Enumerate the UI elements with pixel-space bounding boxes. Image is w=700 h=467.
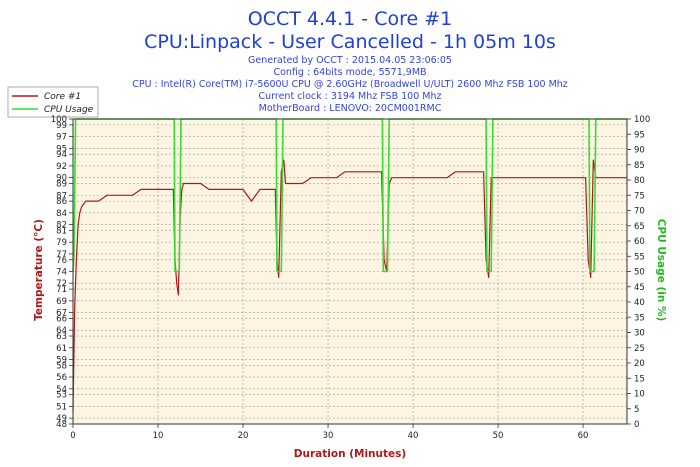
x-axis-label: Duration (Minutes) <box>294 448 406 460</box>
info-cpu: CPU : Intel(R) Core(TM) i7-5600U CPU @ 2… <box>132 79 568 90</box>
x-tick-label: 60 <box>578 431 589 441</box>
y2-axis-label: CPU Usage (in %) <box>655 219 667 322</box>
y-tick-label: 81 <box>56 226 67 236</box>
y2-tick-label: 10 <box>634 390 645 400</box>
y-tick-label: 90 <box>56 174 67 184</box>
grid <box>72 118 627 425</box>
x-tick-label: 30 <box>323 431 334 441</box>
plot-frame <box>72 118 628 425</box>
y-tick-label: 66 <box>56 314 67 324</box>
y2-tick-label: 85 <box>634 161 645 171</box>
y-tick-label: 72 <box>56 279 67 289</box>
x-tick-label: 0 <box>70 431 75 441</box>
y2-tick-label: 25 <box>634 344 645 354</box>
y-tick-label: 92 <box>56 162 67 172</box>
y-tick-label: 67 <box>56 309 67 319</box>
y-tick-label: 49 <box>56 414 67 424</box>
y-tick-label: 84 <box>56 209 67 219</box>
legend-label-cpu: CPU Usage <box>44 105 94 115</box>
y2-tick-label: 80 <box>634 176 645 186</box>
y-tick-label: 59 <box>56 355 67 365</box>
x-tick-label: 50 <box>493 431 504 441</box>
y-tick-label: 71 <box>56 285 67 295</box>
y-tick-label: 79 <box>56 238 67 248</box>
y-tick-label: 48 <box>56 420 67 430</box>
y2-tick-label: 55 <box>634 252 645 262</box>
y-tick-label: 95 <box>56 144 67 154</box>
y2-tick-label: 90 <box>634 146 645 156</box>
y-tick-label: 69 <box>56 297 67 307</box>
y2-tick-label: 5 <box>634 405 639 415</box>
legend-label-core: Core #1 <box>44 92 81 102</box>
info-clock: Current clock : 3194 Mhz FSB 100 Mhz <box>259 91 442 102</box>
y2-tick-label: 95 <box>634 130 645 140</box>
series-line-core-1 <box>72 159 627 413</box>
info-config: Config : 64bits mode, 5571,9MB <box>273 67 426 78</box>
y2-tick-label: 60 <box>634 237 645 247</box>
y-tick-label: 63 <box>56 332 67 342</box>
y-tick-label: 99 <box>56 121 67 131</box>
y-tick-label: 74 <box>56 268 67 278</box>
y2-tick-label: 70 <box>634 207 645 217</box>
y-tick-label: 86 <box>56 197 67 207</box>
chart-title: OCCT 4.4.1 - Core #1 <box>248 8 452 30</box>
y-tick-label: 58 <box>56 361 67 371</box>
y-tick-label: 87 <box>56 191 67 201</box>
x-axis-ticks: 0 10 20 30 40 50 60 <box>70 424 588 441</box>
y2-tick-label: 30 <box>634 329 645 339</box>
legend-box <box>7 86 99 118</box>
y2-tick-label: 0 <box>634 420 639 430</box>
y-tick-label: 89 <box>56 180 67 190</box>
info-motherboard: MotherBoard : LENOVO: 20CM001RMC <box>259 103 442 114</box>
y-tick-label: 64 <box>56 326 67 336</box>
y2-tick-label: 100 <box>634 115 650 125</box>
y-tick-label: 61 <box>56 344 67 354</box>
y2-tick-label: 75 <box>634 191 645 201</box>
y-tick-label: 100 <box>51 115 67 125</box>
y-tick-label: 82 <box>56 221 67 231</box>
y-tick-label: 53 <box>56 391 67 401</box>
x-tick-label: 40 <box>408 431 419 441</box>
y2-tick-label: 35 <box>634 313 645 323</box>
info-generated: Generated by OCCT : 2015.04.05 23:06:05 <box>248 55 452 66</box>
x-tick-label: 20 <box>238 431 249 441</box>
y2-tick-label: 50 <box>634 268 645 278</box>
y-tick-label: 77 <box>56 250 67 260</box>
y2-tick-label: 15 <box>634 374 645 384</box>
y2-tick-label: 65 <box>634 222 645 232</box>
y-tick-label: 76 <box>56 256 67 266</box>
y-tick-label: 51 <box>56 402 67 412</box>
y-tick-label: 54 <box>56 385 67 395</box>
x-tick-label: 10 <box>153 431 164 441</box>
chart-subtitle: CPU:Linpack - User Cancelled - 1h 05m 10… <box>144 31 556 53</box>
y-tick-label: 56 <box>56 373 67 383</box>
y-tick-label: 97 <box>56 133 67 143</box>
y-axis-label: Temperature (°C) <box>33 219 45 321</box>
y2-tick-label: 45 <box>634 283 645 293</box>
y2-tick-label: 20 <box>634 359 645 369</box>
legend: Core #1 CPU Usage <box>7 86 99 118</box>
y-tick-label: 94 <box>56 150 67 160</box>
y2-tick-label: 40 <box>634 298 645 308</box>
y2-axis-ticks: 0 5 10 15 20 25 30 35 40 45 50 55 60 65 70 75 80 85 90 95 10… <box>627 115 650 430</box>
